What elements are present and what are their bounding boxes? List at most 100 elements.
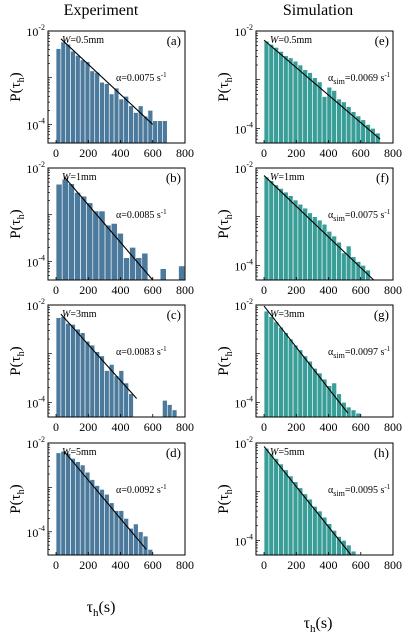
y-tick-label: 10-4	[26, 524, 45, 540]
histogram-bar	[307, 72, 313, 144]
histogram-bar	[142, 535, 149, 556]
histogram-bar	[60, 316, 67, 418]
y-tick-label: 10-2	[26, 23, 45, 39]
histogram-bar	[128, 527, 134, 556]
decay-rate-label: α=0.0075 s-1	[116, 71, 167, 84]
histogram-bar	[75, 55, 81, 144]
histogram-bar	[263, 447, 270, 556]
x-tick-label: 0	[261, 283, 267, 297]
fit-line	[263, 305, 349, 414]
y-tick-label: 10-4	[234, 257, 253, 273]
histogram-bar	[278, 188, 284, 281]
x-tick-label: 400	[112, 283, 130, 297]
histogram-bar	[268, 180, 275, 281]
histogram-bar	[350, 550, 357, 556]
x-tick-label: 400	[112, 420, 130, 434]
histogram-bar	[147, 549, 154, 556]
histogram-bar	[312, 368, 318, 418]
histogram-bar	[65, 453, 71, 556]
histogram-bar	[321, 96, 328, 144]
x-tick-label: 600	[352, 283, 370, 297]
y-tick-label: 10-4	[26, 253, 45, 269]
x-tick-label: 400	[320, 420, 338, 434]
y-tick-label: 10-2	[234, 23, 253, 39]
panel-e: 0 200 400 600 800 10-2 10-4 (e) W=0.5mm αsim=0.00…	[216, 23, 402, 160]
width-label: W=1mm	[270, 172, 305, 183]
width-label: W=0.5mm	[62, 35, 104, 46]
histogram-bar	[79, 59, 86, 144]
histogram-bar	[118, 98, 125, 144]
x-tick-label: 600	[352, 558, 370, 572]
x-axis-title-right: τh(s)	[304, 615, 333, 635]
decay-rate-label: α=0.0085 s-1	[116, 208, 167, 221]
panel-c: 0 200 400 600 800 10-2 10-4 (c) W=3mm α=0.0083 s-…	[8, 297, 194, 434]
histogram-bar	[159, 268, 167, 281]
column-title-experiment: Experiment	[64, 2, 139, 19]
histogram-bar	[104, 224, 112, 281]
histogram-bar	[157, 120, 163, 144]
histogram-bar	[70, 458, 76, 556]
width-label: W=0.5mm	[270, 35, 312, 46]
histogram-bar	[302, 69, 308, 144]
x-tick-label: 0	[53, 146, 59, 160]
histogram-bar	[55, 317, 62, 418]
y-axis-label: P(τh)	[216, 484, 235, 513]
histogram-bar	[297, 64, 304, 144]
x-tick-label: 800	[176, 146, 194, 160]
x-tick-label: 200	[79, 146, 97, 160]
histogram-bar	[166, 404, 173, 418]
histogram-bar	[171, 409, 178, 418]
histogram-bar	[302, 493, 308, 556]
x-tick-label: 200	[287, 558, 305, 572]
panel-h: 0 200 400 600 800 10-2 10-4 (h) W=5mm αsim=0.0095…	[216, 435, 402, 572]
histogram-bar	[268, 44, 275, 144]
histogram-bar	[55, 183, 63, 281]
histogram-bar	[60, 451, 67, 556]
x-tick-label: 400	[320, 146, 338, 160]
x-tick-label: 400	[112, 146, 130, 160]
decay-rate-label: α=0.0092 s-1	[116, 483, 167, 496]
histogram-bar	[273, 321, 279, 418]
histogram-bar	[84, 340, 91, 418]
decay-rate-label: αsim=0.0069 s-1	[328, 71, 391, 86]
histogram-bar	[129, 247, 136, 281]
histogram-bar	[302, 207, 308, 281]
histogram-bar	[273, 47, 279, 144]
histogram-bar	[297, 203, 304, 281]
x-tick-label: 600	[144, 146, 162, 160]
histogram-bar	[273, 184, 279, 281]
y-axis-label: P(τh)	[216, 72, 235, 101]
histogram-bar	[104, 493, 110, 556]
x-tick-label: 0	[53, 420, 59, 434]
histogram-bar	[287, 475, 294, 556]
histogram-bar	[345, 245, 352, 281]
y-axis-label: P(τh)	[216, 346, 235, 375]
histogram-bar	[92, 210, 100, 281]
histogram-bar	[283, 191, 289, 281]
y-axis-label: P(τh)	[8, 72, 27, 101]
histogram-bar	[278, 463, 284, 556]
histogram-bar	[287, 195, 294, 281]
x-tick-label: 800	[384, 146, 402, 160]
y-axis-label: P(τh)	[8, 209, 27, 238]
x-tick-label: 200	[79, 283, 97, 297]
x-tick-label: 800	[384, 283, 402, 297]
histogram-bar	[104, 83, 110, 144]
x-axis-title-left: τh(s)	[87, 599, 116, 619]
histogram-bar	[113, 375, 120, 418]
histogram-bar	[133, 112, 139, 144]
histogram-bar	[86, 202, 94, 281]
histogram-bar	[292, 481, 299, 556]
panel-label: (h)	[374, 445, 389, 460]
x-tick-label: 400	[112, 558, 130, 572]
panel-label: (e)	[375, 33, 389, 48]
x-tick-label: 200	[79, 558, 97, 572]
histogram-bar	[162, 120, 168, 144]
y-tick-label: 10-4	[26, 116, 45, 132]
histogram-bar	[292, 344, 299, 418]
histogram-bar	[89, 70, 96, 144]
histogram-bar	[70, 50, 76, 144]
panel-f: 0 200 400 600 800 10-2 10-4 (f) W=1mm αsim=0.0075…	[216, 160, 402, 297]
x-tick-label: 200	[287, 146, 305, 160]
y-tick-label: 10-4	[234, 120, 253, 136]
